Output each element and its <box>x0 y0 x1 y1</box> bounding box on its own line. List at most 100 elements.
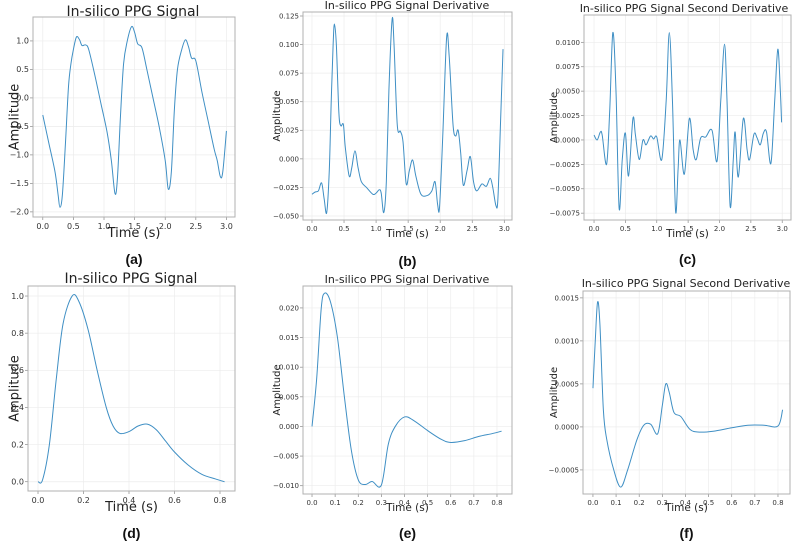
y-tick-label: 0.100 <box>279 41 299 49</box>
subplot-a: 0.0 0.5 1.0 1.5 2.0 2.5 3.0 −2.0 −1.5 −1.0 −0.5 0.0… <box>7 4 236 267</box>
panel-label: (d) <box>123 525 141 541</box>
y-tick-label: −0.0005 <box>549 466 579 474</box>
panel-label: (c) <box>679 251 696 267</box>
signal-line <box>592 301 784 488</box>
axes-frame <box>583 14 792 221</box>
y-tick-label: 0.2 <box>11 440 24 449</box>
y-tick-label: −0.0025 <box>550 161 580 169</box>
x-tick-label: 0.5 <box>422 499 433 507</box>
x-axis-label: Time (s) <box>104 500 158 515</box>
panel-label: (e) <box>399 525 416 541</box>
x-tick-label: 2.0 <box>435 225 446 233</box>
x-tick-label: 0.3 <box>657 499 668 507</box>
panel-label: (a) <box>125 251 142 267</box>
x-tick-label: 0.6 <box>726 499 738 507</box>
x-tick-label: 0.0 <box>588 225 599 233</box>
chart-title: In-silico PPG Signal Derivative <box>325 273 490 286</box>
x-tick-label: 2.5 <box>189 222 202 231</box>
chart-title: In-silico PPG Signal Derivative <box>325 0 490 12</box>
x-tick-label: 0.6 <box>445 499 457 507</box>
x-tick-label: 0.6 <box>168 496 181 505</box>
y-tick-label: 0.5 <box>16 65 29 74</box>
panel-label: (b) <box>399 253 417 269</box>
y-tick-label: 0.0010 <box>555 337 580 345</box>
y-axis-label: Amplitude <box>549 92 560 143</box>
x-tick-label: 0.4 <box>399 499 411 507</box>
y-tick-label: 0.020 <box>279 304 299 312</box>
y-tick-label: 1.0 <box>16 37 29 46</box>
y-tick-label: −0.5 <box>10 122 29 131</box>
x-tick-label: 2.5 <box>745 225 756 233</box>
x-tick-label: 1.0 <box>651 225 662 233</box>
y-axis-label: Amplitude <box>272 90 283 141</box>
x-tick-label: 0.1 <box>330 499 341 507</box>
signal-line <box>37 294 225 484</box>
signal-line <box>593 32 783 214</box>
x-axis-label: Time (s) <box>385 228 429 240</box>
y-axis-label: Amplitude <box>7 355 22 422</box>
x-axis-label: Time (s) <box>385 502 429 514</box>
y-tick-label: 0.025 <box>279 127 299 135</box>
signal-line <box>311 292 502 488</box>
x-tick-label: 0.4 <box>123 496 136 505</box>
x-tick-label: 3.0 <box>220 222 233 231</box>
x-tick-label: 2.5 <box>467 225 478 233</box>
axes-frame <box>302 285 513 495</box>
y-tick-label: 0.000 <box>279 423 299 431</box>
subplot-c: 0.0 0.5 1.0 1.5 2.0 2.5 3.0 −0.0075 −0.0050 −0.00… <box>549 2 792 267</box>
subplot-d: 0.0 0.2 0.4 0.6 0.8 0.0 0.2 0.4 0.6 0.8 1.0 In-sili… <box>7 271 236 541</box>
subplot-b: 0.0 0.5 1.0 1.5 2.0 2.5 3.0 −0.050 −0.025 0.000 0.… <box>272 0 513 269</box>
y-tick-label: −0.0050 <box>550 185 580 193</box>
x-axis-label: Time (s) <box>664 502 708 514</box>
axes-frame <box>32 16 236 218</box>
x-tick-label: 0.4 <box>680 499 692 507</box>
x-axis-label: Time (s) <box>107 226 161 241</box>
x-tick-label: 0.0 <box>306 225 317 233</box>
y-tick-label: 0.0075 <box>556 63 581 71</box>
y-tick-label: 0.0100 <box>556 39 581 47</box>
x-tick-label: 1.0 <box>98 222 111 231</box>
chart-title: In-silico PPG Signal <box>67 4 200 20</box>
subplot-e: 0.0 0.1 0.2 0.3 0.4 0.5 0.6 0.7 0.8 −0.010 −0.005 0… <box>272 273 513 541</box>
x-tick-label: 2.0 <box>714 225 725 233</box>
y-tick-label: 0.0 <box>16 94 29 103</box>
x-axis-label: Time (s) <box>665 228 709 240</box>
x-tick-label: 0.8 <box>214 496 227 505</box>
x-tick-label: 0.2 <box>77 496 90 505</box>
x-tick-label: 0.5 <box>703 499 714 507</box>
y-tick-label: 0.125 <box>279 12 299 20</box>
x-tick-label: 0.5 <box>620 225 631 233</box>
y-tick-label: −0.0075 <box>550 210 580 218</box>
y-axis-label: Amplitude <box>272 364 283 415</box>
y-tick-label: 0.075 <box>279 70 299 78</box>
y-tick-label: 0.6 <box>11 366 24 375</box>
y-axis-label: Amplitude <box>549 367 560 418</box>
y-tick-label: 0.015 <box>279 334 299 342</box>
y-tick-label: 0.4 <box>11 403 24 412</box>
y-tick-label: 0.000 <box>279 155 299 163</box>
x-tick-label: 0.2 <box>634 499 645 507</box>
x-tick-label: 0.7 <box>749 499 760 507</box>
y-tick-label: 1.0 <box>11 292 24 301</box>
axes-frame <box>302 11 513 221</box>
x-tick-label: 0.5 <box>67 222 80 231</box>
x-tick-label: 1.5 <box>128 222 141 231</box>
y-tick-label: 0.8 <box>11 329 24 338</box>
y-tick-label: −1.0 <box>10 151 29 160</box>
y-tick-label: 0.0000 <box>556 136 581 144</box>
y-tick-label: 0.0005 <box>555 380 580 388</box>
y-tick-label: 0.010 <box>279 364 299 372</box>
x-tick-label: 3.0 <box>777 225 788 233</box>
y-tick-label: 0.0015 <box>555 294 580 302</box>
signal-line <box>311 17 504 215</box>
chart-title: In-silico PPG Signal Second Derivative <box>580 2 789 15</box>
y-tick-label: −0.005 <box>273 453 299 461</box>
y-tick-label: 0.050 <box>279 98 299 106</box>
y-tick-label: −2.0 <box>10 208 29 217</box>
x-tick-label: 0.0 <box>306 499 317 507</box>
signal-line <box>42 25 227 208</box>
x-tick-label: 0.3 <box>376 499 387 507</box>
panel-label: (f) <box>680 525 694 541</box>
chart-title: In-silico PPG Signal <box>65 271 198 287</box>
